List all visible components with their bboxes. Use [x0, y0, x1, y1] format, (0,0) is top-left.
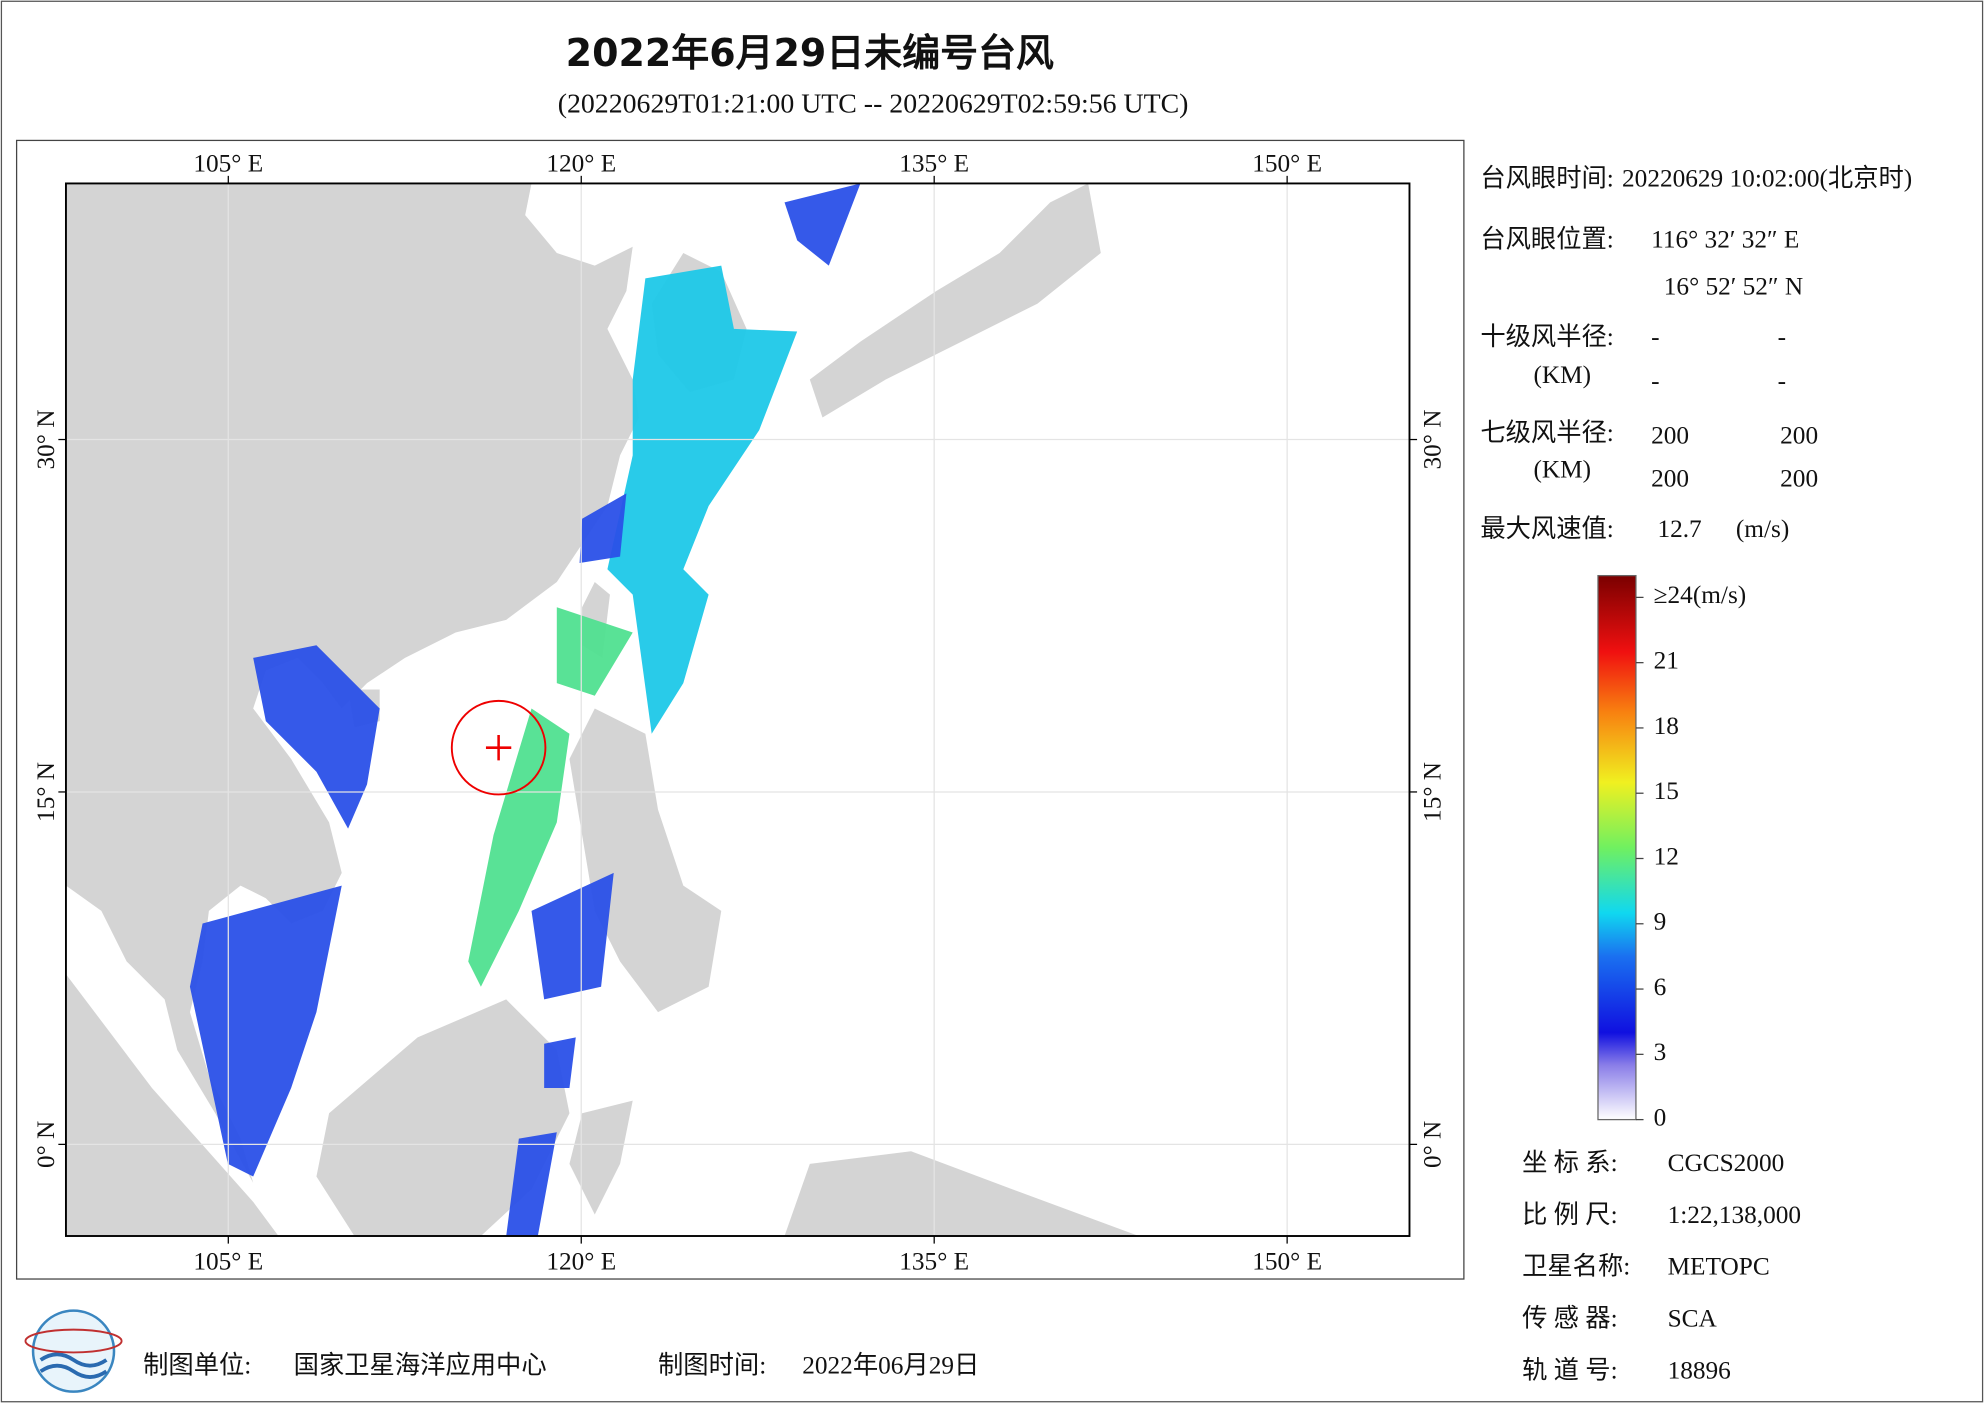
wind-swath [468, 607, 633, 987]
km: (KM) [1533, 456, 1591, 484]
logo [24, 1309, 123, 1393]
meta-value: CGCS2000 [1668, 1149, 1785, 1177]
meta-value: SCA [1668, 1305, 1718, 1333]
r7: 200 [1651, 465, 1689, 493]
map-frame [15, 139, 1465, 1280]
colorbar-label: 3 [1654, 1038, 1667, 1066]
max-label: 最大风速值: [1480, 515, 1614, 543]
r10: - [1778, 323, 1786, 351]
footer-time-label: 制图时间: [658, 1351, 766, 1379]
colorbar-label: 6 [1654, 973, 1667, 1001]
x-tick-label: 105° E [193, 150, 263, 178]
wind-swath [607, 265, 798, 734]
max-value: 12.7 [1657, 515, 1701, 543]
meta-label: 卫星名称: [1522, 1253, 1630, 1281]
r10-label: 十级风半径: [1480, 323, 1614, 351]
y-tick-label: 0° N [32, 1121, 60, 1168]
r10: - [1778, 367, 1786, 395]
x-tick-label: 135° E [899, 1248, 969, 1276]
colorbar [1597, 574, 1637, 1121]
y-tick-label: 30° N [1419, 410, 1447, 470]
wind-swath [189, 183, 861, 1237]
meta-label: 传 感 器: [1522, 1305, 1618, 1333]
r7: 200 [1780, 422, 1818, 450]
r7: 200 [1651, 422, 1689, 450]
r7-label: 七级风半径: [1480, 419, 1614, 447]
title: 2022年6月29日未编号台风 [566, 31, 1054, 75]
colorbar-label: ≥24(m/s) [1654, 581, 1747, 609]
colorbar-label: 9 [1654, 908, 1667, 936]
subtitle: (20220629T01:21:00 UTC -- 20220629T02:59… [558, 89, 1189, 120]
y-tick-label: 15° N [1419, 762, 1447, 822]
x-tick-label: 120° E [546, 150, 616, 178]
colorbar-label: 21 [1654, 646, 1679, 674]
r10: - [1651, 367, 1659, 395]
land [65, 183, 1139, 1237]
meta-value: 1:22,138,000 [1668, 1201, 1802, 1229]
meta-value: 18896 [1668, 1356, 1731, 1384]
colorbar-label: 0 [1654, 1103, 1667, 1131]
typhoon-eye [485, 735, 512, 761]
typhoon-circle [450, 699, 547, 796]
colorbar-label: 12 [1654, 842, 1679, 870]
eye-time: 20220629 10:02:00(北京时) [1622, 165, 1912, 193]
x-tick-label: 135° E [899, 150, 969, 178]
y-tick-label: 0° N [1419, 1121, 1447, 1168]
x-tick-label: 150° E [1252, 1248, 1322, 1276]
y-tick-label: 15° N [32, 762, 60, 822]
eye-pos-label: 台风眼位置: [1480, 225, 1614, 253]
colorbar-label: 15 [1654, 777, 1679, 805]
meta-label: 比 例 尺: [1522, 1201, 1618, 1229]
eye-lon: 116° 32′ 32″ E [1651, 225, 1799, 253]
eye-time-label: 台风眼时间: [1480, 165, 1614, 193]
meta-value: METOPC [1668, 1253, 1770, 1281]
map [65, 183, 1410, 1237]
map-axes [64, 182, 1411, 1237]
km: (KM) [1533, 361, 1591, 389]
x-tick-label: 120° E [546, 1248, 616, 1276]
colorbar-label: 18 [1654, 712, 1679, 740]
meta-label: 轨 道 号: [1522, 1356, 1618, 1384]
max-unit: (m/s) [1736, 515, 1789, 543]
footer-time: 2022年06月29日 [802, 1351, 979, 1379]
footer-unit: 国家卫星海洋应用中心 [294, 1351, 547, 1379]
x-tick-label: 105° E [193, 1248, 263, 1276]
x-tick-label: 150° E [1252, 150, 1322, 178]
r10: - [1651, 323, 1659, 351]
eye-lat: 16° 52′ 52″ N [1664, 272, 1803, 300]
r7: 200 [1780, 465, 1818, 493]
footer-unit-label: 制图单位: [143, 1351, 251, 1379]
meta-label: 坐 标 系: [1522, 1149, 1618, 1177]
y-tick-label: 30° N [32, 410, 60, 470]
